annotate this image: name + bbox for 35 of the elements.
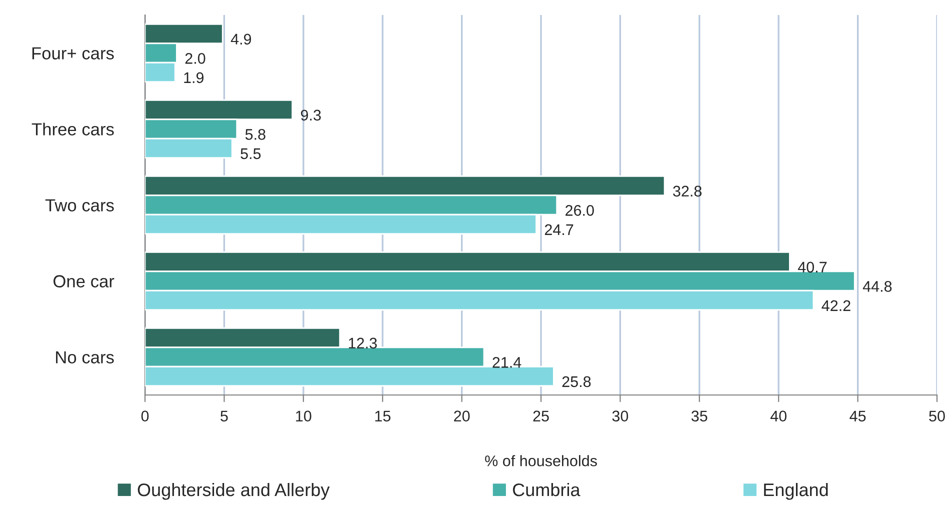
- y-tick-label: Three cars: [32, 122, 114, 136]
- legend-label: Oughterside and Allerby: [138, 482, 330, 500]
- x-tick-label: 10: [296, 410, 312, 422]
- data-label: 5.5: [240, 148, 261, 160]
- x-tick-label: 50: [929, 410, 945, 422]
- x-tick-label: 5: [220, 410, 228, 422]
- data-label: 44.8: [862, 281, 892, 292]
- data-label: 4.9: [230, 34, 252, 45]
- data-label: 25.8: [562, 376, 591, 388]
- x-tick-label: 30: [612, 410, 628, 422]
- data-label: 9.3: [300, 110, 321, 121]
- y-tick-label: One car: [54, 275, 114, 288]
- data-label: 5.8: [245, 129, 266, 140]
- x-tick-label: 40: [770, 410, 786, 422]
- data-label: 2.0: [185, 53, 206, 64]
- y-tick-label: No cars: [56, 351, 114, 364]
- data-label: 24.7: [544, 224, 574, 235]
- x-tick-label: 15: [375, 410, 390, 422]
- data-label: 1.9: [184, 72, 204, 84]
- x-tick-label: 20: [454, 410, 470, 422]
- data-label: 32.8: [673, 186, 702, 197]
- legend-label: Cumbria: [512, 482, 580, 496]
- x-tick-label: 45: [850, 410, 866, 422]
- legend-label: England: [764, 482, 828, 500]
- y-tick-label: Four+ cars: [32, 47, 114, 60]
- data-label: 40.7: [798, 262, 827, 273]
- data-label: 26.0: [566, 205, 594, 216]
- y-tick-label: Two cars: [45, 199, 114, 212]
- x-axis-title: % of households: [485, 455, 597, 466]
- x-tick-label: 0: [141, 410, 149, 422]
- x-tick-label: 25: [533, 410, 549, 422]
- data-label: 42.2: [822, 300, 850, 311]
- data-label: 21.4: [492, 357, 522, 368]
- x-tick-label: 35: [691, 410, 708, 422]
- data-label: 12.3: [348, 338, 377, 349]
